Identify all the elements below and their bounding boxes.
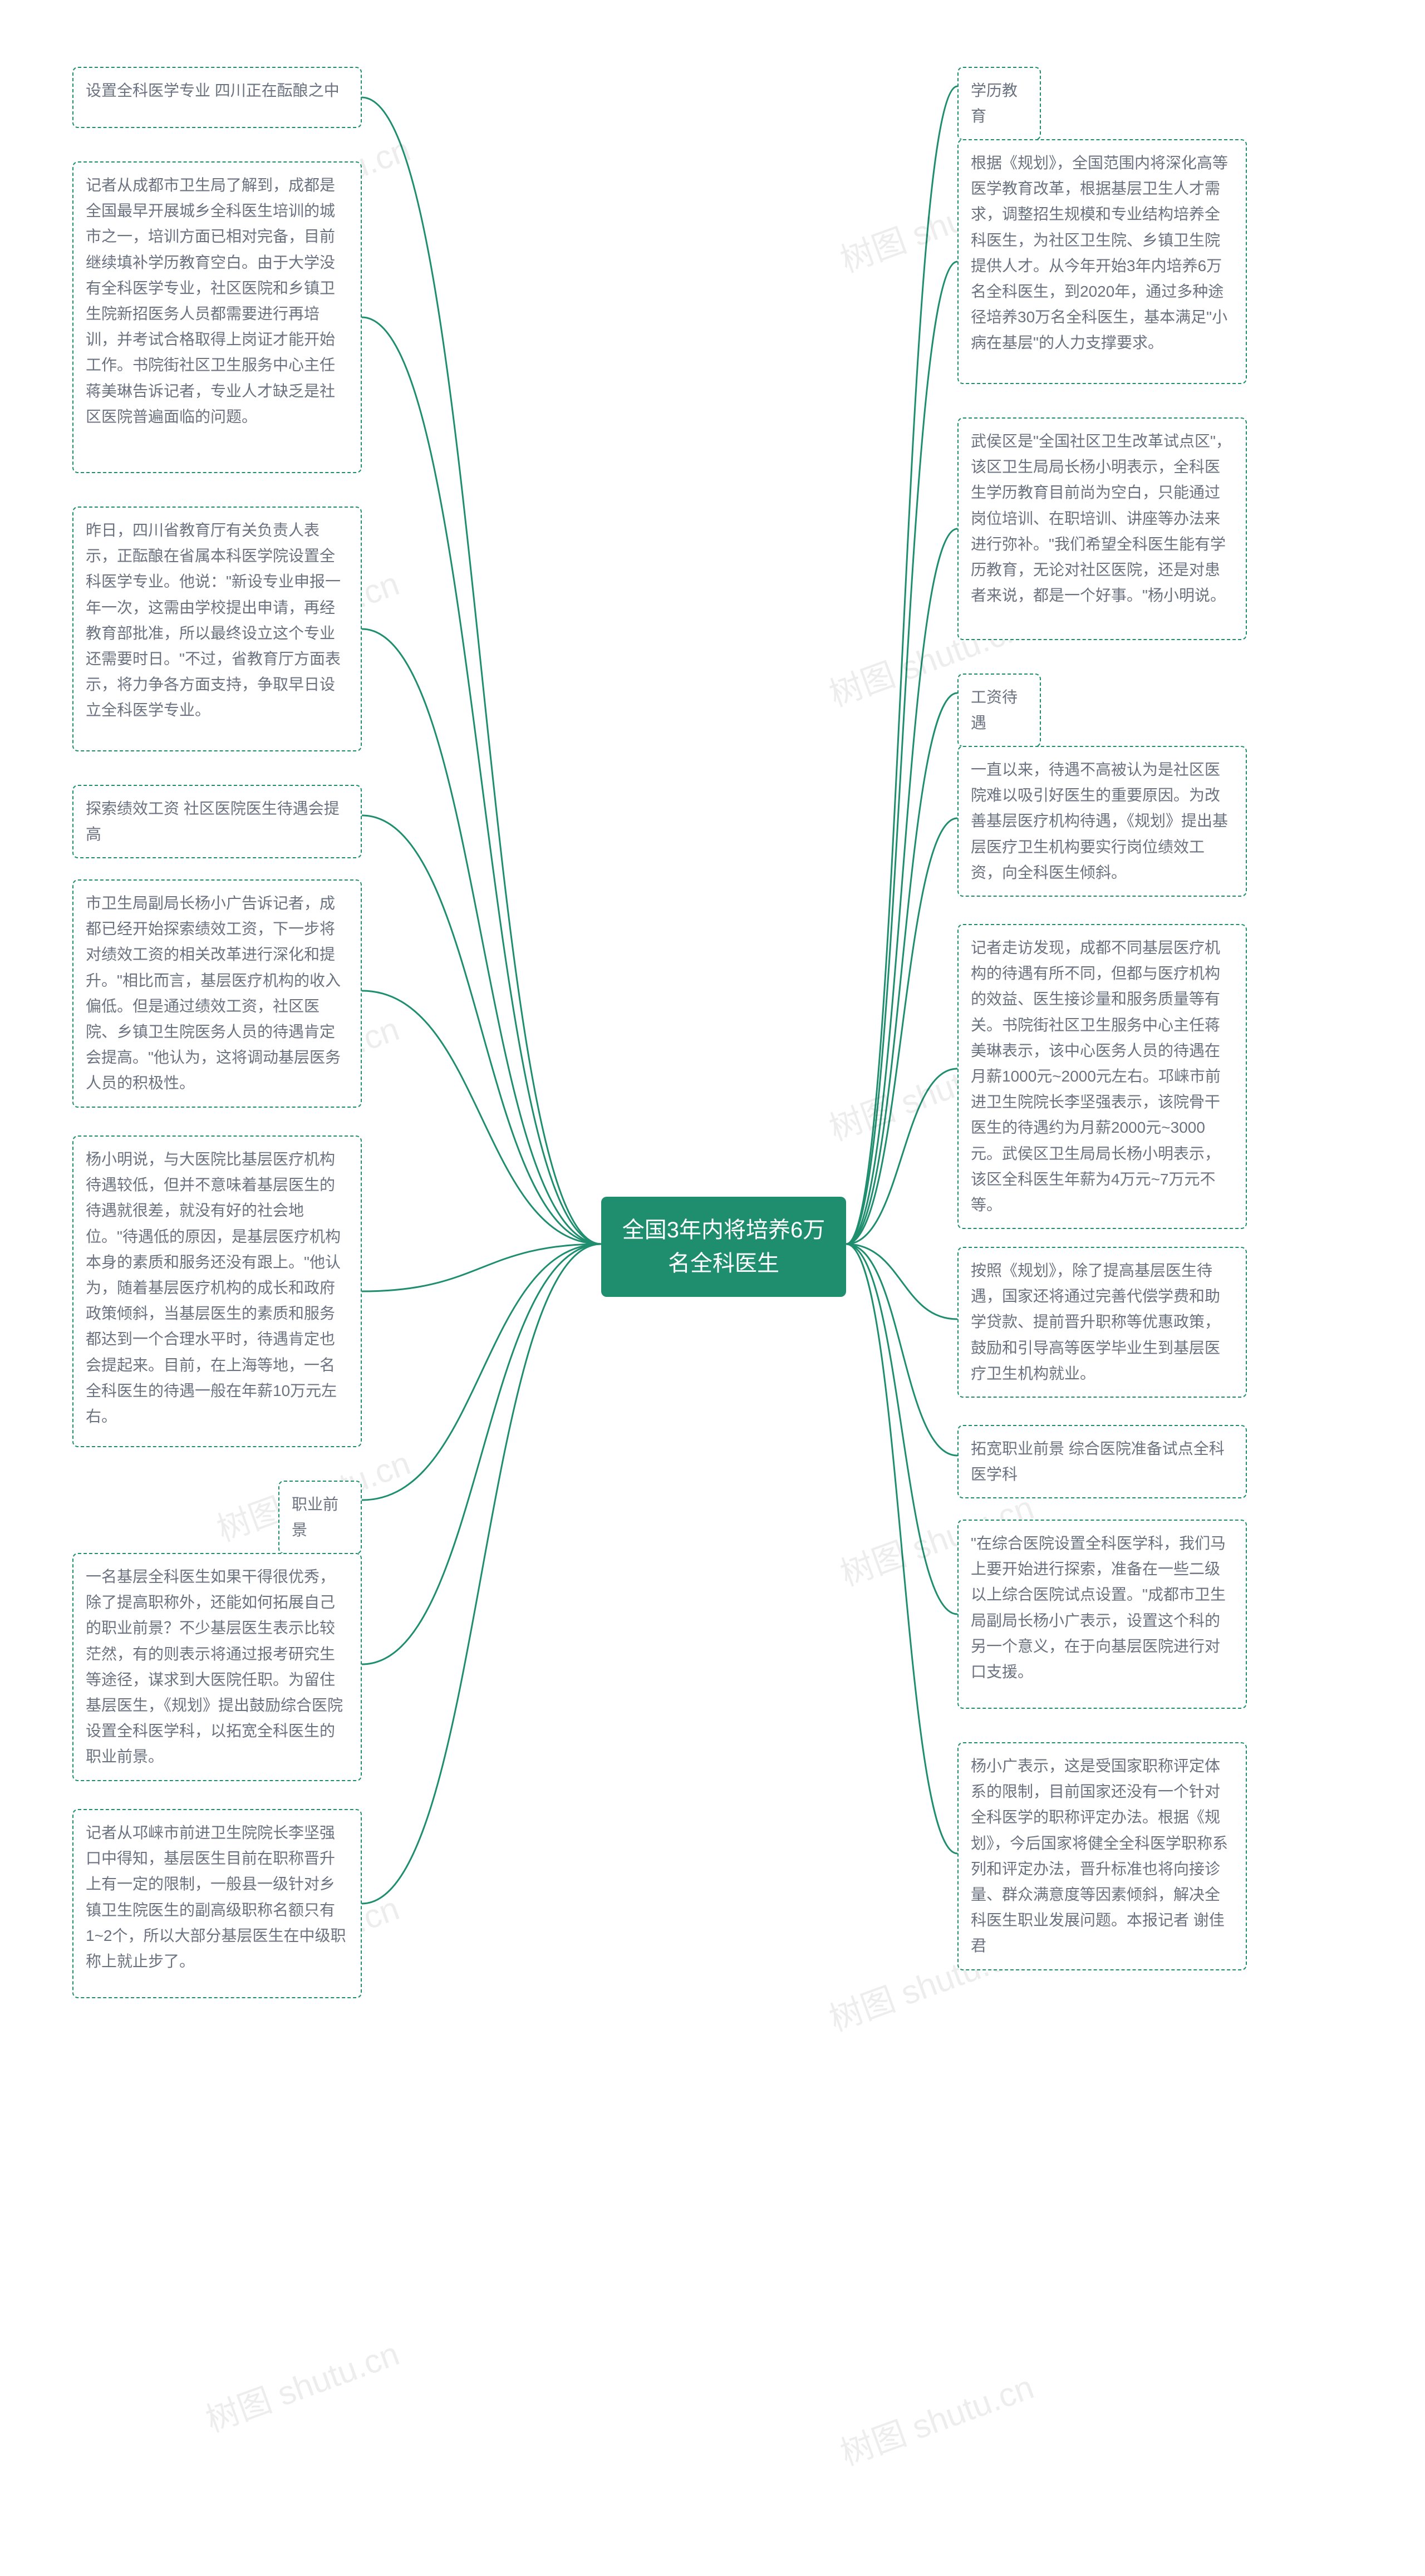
mindmap-leaf-text: 根据《规划》，全国范围内将深化高等医学教育改革，根据基层卫生人才需求，调整招生规… bbox=[971, 154, 1228, 351]
mindmap-leaf-text: 职业前景 bbox=[292, 1496, 338, 1538]
mindmap-leaf: 拓宽职业前景 综合医院准备试点全科医学科 bbox=[957, 1425, 1247, 1498]
connector bbox=[362, 317, 601, 1244]
connector bbox=[846, 1244, 957, 1456]
mindmap-leaf-text: 工资待遇 bbox=[971, 689, 1018, 731]
connector bbox=[362, 97, 601, 1244]
center-node: 全国3年内将培养6万名全科医生 bbox=[601, 1197, 846, 1297]
mindmap-leaf: 武侯区是"全国社区卫生改革试点区"，该区卫生局局长杨小明表示，全科医生学历教育目… bbox=[957, 417, 1247, 640]
mindmap-leaf: 昨日，四川省教育厅有关负责人表示，正酝酿在省属本科医学院设置全科医学专业。他说：… bbox=[72, 507, 362, 751]
watermark: 树图 shutu.cn bbox=[833, 2360, 1039, 2475]
mindmap-leaf: 杨小广表示，这是受国家职称评定体系的限制，目前国家还没有一个针对全科医学的职称评… bbox=[957, 1742, 1247, 1970]
mindmap-leaf-text: 杨小明说，与大医院比基层医疗机构待遇较低，但并不意味着基层医生的待遇就很差，就没… bbox=[86, 1151, 341, 1425]
mindmap-leaf-text: 一名基层全科医生如果干得很优秀，除了提高职称外，还能如何拓展自己的职业前景？不少… bbox=[86, 1568, 343, 1765]
connector bbox=[846, 693, 957, 1244]
mindmap-leaf: "在综合医院设置全科医学科，我们马上要开始进行探索，准备在一些二级以上综合医院试… bbox=[957, 1520, 1247, 1709]
connector bbox=[846, 1069, 957, 1244]
mindmap-leaf: 职业前景 bbox=[278, 1481, 362, 1554]
mindmap-leaf-text: 设置全科医学专业 四川正在酝酿之中 bbox=[86, 82, 340, 99]
connector bbox=[362, 991, 601, 1244]
mindmap-leaf-text: 一直以来，待遇不高被认为是社区医院难以吸引好医生的重要原因。为改善基层医疗机构待… bbox=[971, 761, 1228, 881]
mindmap-leaf: 按照《规划》，除了提高基层医生待遇，国家还将通过完善代偿学费和助学贷款、提前晋升… bbox=[957, 1247, 1247, 1398]
mindmap-leaf-text: 探索绩效工资 社区医院医生待遇会提高 bbox=[86, 800, 340, 843]
mindmap-leaf-text: 杨小广表示，这是受国家职称评定体系的限制，目前国家还没有一个针对全科医学的职称评… bbox=[971, 1757, 1228, 1954]
mindmap-leaf-text: 按照《规划》，除了提高基层医生待遇，国家还将通过完善代偿学费和助学贷款、提前晋升… bbox=[971, 1262, 1220, 1382]
mindmap-leaf: 记者从成都市卫生局了解到，成都是全国最早开展城乡全科医生培训的城市之一，培训方面… bbox=[72, 161, 362, 473]
connector bbox=[846, 818, 957, 1244]
mindmap-leaf: 探索绩效工资 社区医院医生待遇会提高 bbox=[72, 785, 362, 858]
mindmap-leaf: 根据《规划》，全国范围内将深化高等医学教育改革，根据基层卫生人才需求，调整招生规… bbox=[957, 139, 1247, 384]
mindmap-leaf-text: 武侯区是"全国社区卫生改革试点区"，该区卫生局局长杨小明表示，全科医生学历教育目… bbox=[971, 432, 1231, 604]
mindmap-leaf-text: 拓宽职业前景 综合医院准备试点全科医学科 bbox=[971, 1440, 1225, 1483]
mindmap-leaf: 一名基层全科医生如果干得很优秀，除了提高职称外，还能如何拓展自己的职业前景？不少… bbox=[72, 1553, 362, 1781]
connector bbox=[846, 86, 957, 1244]
mindmap-leaf-text: 记者从邛崃市前进卫生院院长李坚强口中得知，基层医生目前在职称晋升上有一定的限制，… bbox=[86, 1824, 346, 1970]
mindmap-leaf: 记者走访发现，成都不同基层医疗机构的待遇有所不同，但都与医疗机构的效益、医生接诊… bbox=[957, 924, 1247, 1229]
mindmap-leaf-text: 记者走访发现，成都不同基层医疗机构的待遇有所不同，但都与医疗机构的效益、医生接诊… bbox=[971, 939, 1221, 1213]
mindmap-leaf: 市卫生局副局长杨小广告诉记者，成都已经开始探索绩效工资，下一步将对绩效工资的相关… bbox=[72, 879, 362, 1108]
connector bbox=[362, 629, 601, 1244]
connector bbox=[362, 1244, 601, 1291]
watermark: 树图 shutu.cn bbox=[198, 2327, 405, 2441]
connector bbox=[362, 1244, 601, 1500]
mindmap-leaf-text: "在综合医院设置全科医学科，我们马上要开始进行探索，准备在一些二级以上综合医院试… bbox=[971, 1535, 1226, 1680]
connector bbox=[846, 1244, 957, 1854]
connector bbox=[846, 1244, 957, 1614]
mindmap-leaf-text: 市卫生局副局长杨小广告诉记者，成都已经开始探索绩效工资，下一步将对绩效工资的相关… bbox=[86, 894, 341, 1092]
connector bbox=[362, 1244, 601, 1904]
mindmap-leaf-text: 学历教育 bbox=[971, 82, 1018, 125]
mindmap-leaf: 设置全科医学专业 四川正在酝酿之中 bbox=[72, 67, 362, 128]
center-node-text: 全国3年内将培养6万名全科医生 bbox=[622, 1218, 825, 1276]
connector bbox=[846, 262, 957, 1244]
mindmap-leaf-text: 记者从成都市卫生局了解到，成都是全国最早开展城乡全科医生培训的城市之一，培训方面… bbox=[86, 176, 335, 425]
mindmap-leaf-text: 昨日，四川省教育厅有关负责人表示，正酝酿在省属本科医学院设置全科医学专业。他说：… bbox=[86, 522, 341, 719]
connector bbox=[846, 1244, 957, 1319]
mindmap-leaf: 学历教育 bbox=[957, 67, 1041, 140]
mindmap-leaf: 杨小明说，与大医院比基层医疗机构待遇较低，但并不意味着基层医生的待遇就很差，就没… bbox=[72, 1135, 362, 1447]
mindmap-leaf: 记者从邛崃市前进卫生院院长李坚强口中得知，基层医生目前在职称晋升上有一定的限制，… bbox=[72, 1809, 362, 1998]
connector bbox=[846, 529, 957, 1244]
connector bbox=[362, 815, 601, 1244]
mindmap-leaf: 工资待遇 bbox=[957, 674, 1041, 747]
connector bbox=[362, 1244, 601, 1664]
mindmap-leaf: 一直以来，待遇不高被认为是社区医院难以吸引好医生的重要原因。为改善基层医疗机构待… bbox=[957, 746, 1247, 897]
